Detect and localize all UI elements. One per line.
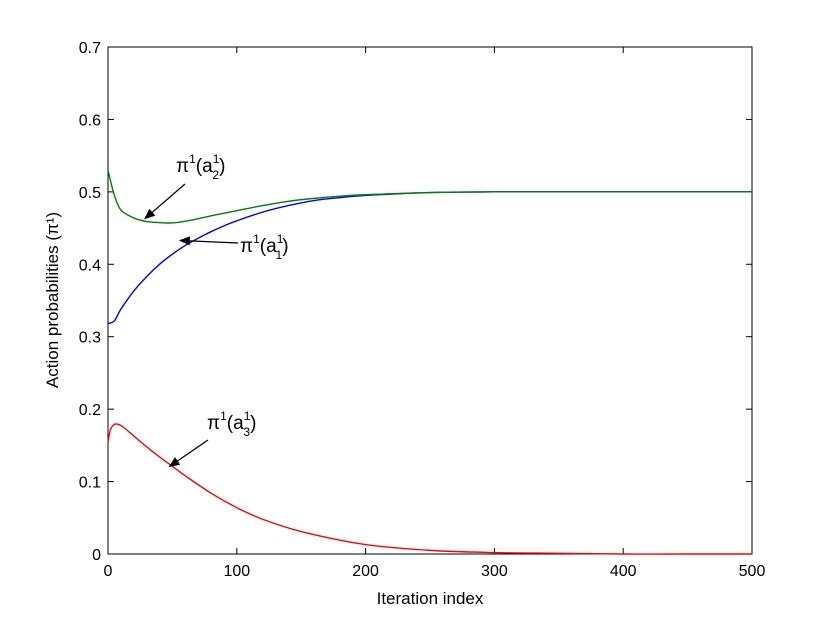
series-line-3: [107, 423, 752, 555]
series-line-2: [107, 169, 752, 224]
annotation-arrow-line: [151, 183, 186, 213]
y-tick-label: 0: [92, 547, 101, 564]
y-tick-label: 0.1: [79, 475, 101, 492]
annotation-arrow-head: [168, 457, 181, 468]
annotation-layer: π1(a1 1) π1(a1 2) π1(a1 3): [144, 152, 289, 468]
y-tick-label: 0.2: [79, 402, 101, 419]
plot-area: [107, 46, 753, 555]
annotation-arrow-line: [189, 240, 239, 244]
annotation-arrow-head: [178, 236, 191, 246]
x-tick-label: 200: [352, 563, 379, 580]
annotation-arrow-line: [177, 439, 209, 462]
x-tick-label: 400: [610, 563, 637, 580]
y-tick-label: 0.6: [79, 112, 101, 129]
x-tick-label: 100: [223, 563, 250, 580]
y-tick-label: 0.4: [79, 257, 101, 274]
y-tick-label: 0.5: [79, 185, 101, 202]
y-tick-label: 0.3: [79, 330, 101, 347]
series-layer: [107, 169, 752, 555]
annotation-label: π1(a1 3): [207, 409, 256, 439]
annotation-label: π1(a1 2): [176, 152, 225, 182]
y-tick-label: 0.7: [79, 40, 101, 57]
x-axis-title: Iteration index: [377, 589, 484, 608]
x-tick-label: 500: [739, 563, 766, 580]
x-tick-label: 0: [104, 563, 113, 580]
x-tick-label: 300: [481, 563, 508, 580]
axis-ticks: 0 100 200 300 400 500 0 0.1 0.2 0.3 0.4 0.5 0.6 0.7: [79, 40, 766, 580]
annotation-arrow-head: [144, 208, 156, 220]
annotation-label: π1(a1 1): [240, 232, 289, 262]
y-axis-title: Action probabilities (π¹): [43, 212, 62, 388]
